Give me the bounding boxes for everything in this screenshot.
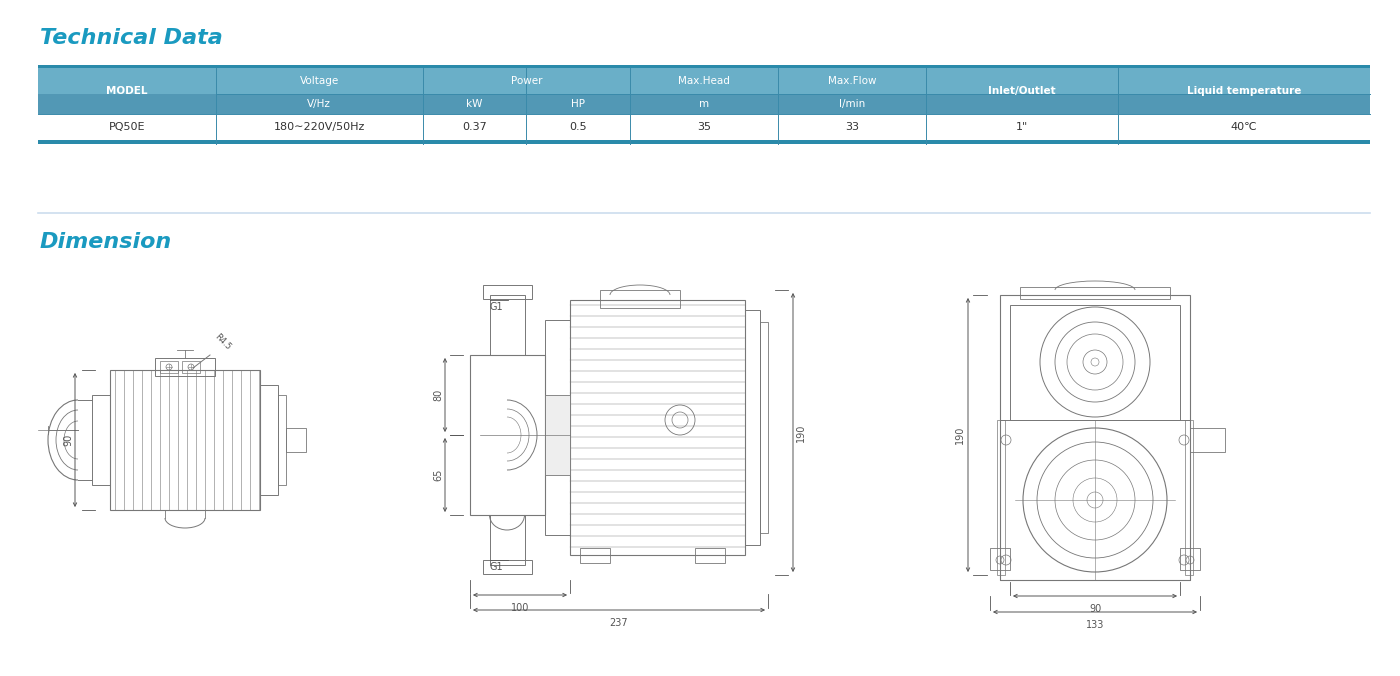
- Text: Power: Power: [511, 76, 542, 86]
- Bar: [38, 94, 1371, 114]
- Text: 133: 133: [1086, 620, 1105, 630]
- Text: G1: G1: [490, 302, 503, 312]
- Text: Max.Head: Max.Head: [678, 76, 729, 86]
- Text: 40℃: 40℃: [1231, 122, 1257, 132]
- Text: MODEL: MODEL: [106, 86, 147, 96]
- Bar: [38, 140, 1371, 144]
- Text: 0.37: 0.37: [462, 122, 487, 132]
- Text: Voltage: Voltage: [300, 76, 339, 86]
- Text: 237: 237: [609, 618, 629, 628]
- Bar: [694, 548, 725, 563]
- Text: l/min: l/min: [839, 99, 865, 109]
- Bar: [38, 68, 1371, 114]
- Text: V/Hz: V/Hz: [307, 99, 332, 109]
- Text: 100: 100: [511, 603, 529, 613]
- Text: 180∼220V/50Hz: 180∼220V/50Hz: [273, 122, 365, 132]
- Bar: [745, 310, 760, 545]
- Bar: [601, 290, 680, 308]
- Bar: [483, 560, 532, 574]
- Text: 65: 65: [433, 469, 442, 481]
- Bar: [38, 65, 1371, 68]
- Text: Max.Flow: Max.Flow: [827, 76, 876, 86]
- Text: 190: 190: [955, 426, 965, 444]
- Text: G1: G1: [490, 562, 503, 572]
- Bar: [1009, 305, 1180, 420]
- Bar: [570, 300, 745, 555]
- Text: 80: 80: [433, 389, 442, 401]
- Bar: [490, 295, 525, 355]
- Text: Dimension: Dimension: [41, 232, 172, 252]
- Text: 90: 90: [1089, 604, 1102, 614]
- Bar: [545, 320, 570, 535]
- Bar: [580, 548, 610, 563]
- Text: 33: 33: [846, 122, 860, 132]
- Bar: [545, 395, 570, 475]
- Bar: [1000, 295, 1190, 580]
- Text: 190: 190: [797, 423, 806, 441]
- Bar: [260, 385, 279, 495]
- Bar: [182, 361, 200, 373]
- Bar: [1180, 548, 1200, 570]
- Bar: [92, 395, 111, 485]
- Bar: [490, 515, 525, 565]
- Bar: [470, 355, 545, 515]
- Bar: [155, 358, 216, 376]
- Text: 1": 1": [1016, 122, 1029, 132]
- Text: Technical Data: Technical Data: [41, 28, 223, 48]
- Text: Liquid temperature: Liquid temperature: [1187, 86, 1302, 96]
- Text: 35: 35: [697, 122, 711, 132]
- Bar: [1000, 420, 1190, 580]
- Bar: [997, 420, 1005, 575]
- Text: HP: HP: [571, 99, 585, 109]
- Bar: [760, 322, 769, 533]
- Text: Inlet/Outlet: Inlet/Outlet: [988, 86, 1056, 96]
- Text: 0.5: 0.5: [570, 122, 587, 132]
- Bar: [483, 285, 532, 299]
- Bar: [38, 114, 1371, 140]
- Bar: [1190, 428, 1225, 452]
- Text: R4.5: R4.5: [213, 332, 232, 352]
- Bar: [990, 548, 1009, 570]
- Text: 90: 90: [63, 434, 73, 446]
- Bar: [111, 370, 260, 510]
- Bar: [286, 428, 307, 452]
- Text: m: m: [699, 99, 708, 109]
- Bar: [1184, 420, 1193, 575]
- Text: PQ50E: PQ50E: [109, 122, 146, 132]
- Bar: [160, 361, 178, 373]
- Bar: [279, 395, 286, 485]
- Bar: [1021, 287, 1170, 299]
- Text: kW: kW: [466, 99, 483, 109]
